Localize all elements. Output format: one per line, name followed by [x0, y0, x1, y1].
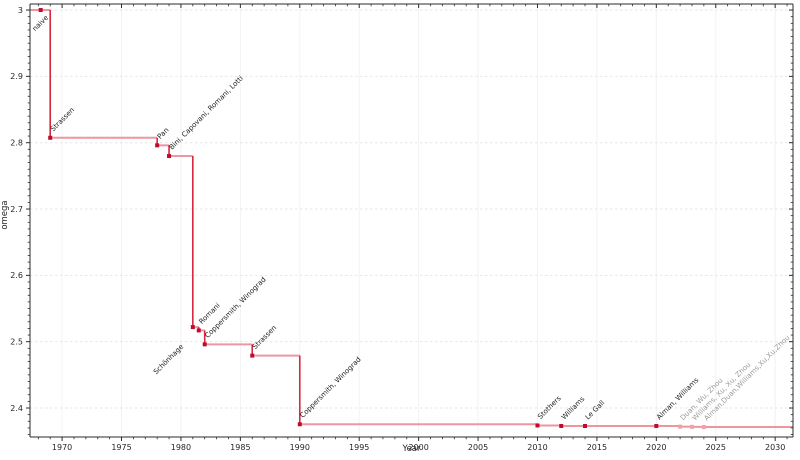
annotation-label: Stothers: [536, 394, 563, 421]
data-point-marker: [250, 353, 255, 358]
annotation-label: Strassen: [251, 324, 278, 351]
y-axis-label: omega: [0, 200, 10, 230]
data-point-marker: [48, 135, 53, 140]
x-tick-label: 1970: [52, 443, 72, 452]
data-point-marker: [535, 423, 540, 428]
x-tick-label: 2010: [527, 443, 547, 452]
y-tick-label: 2.7: [10, 205, 23, 214]
x-tick-label: 1990: [290, 443, 310, 452]
annotation-label: Coppersmith, Winograd: [299, 355, 363, 419]
data-point-marker: [689, 424, 694, 429]
data-point-marker: [202, 342, 207, 347]
x-tick-label: 1975: [111, 443, 131, 452]
annotation-label: Pan: [156, 126, 171, 141]
data-point-marker: [559, 423, 564, 428]
x-tick-label: 1995: [349, 443, 369, 452]
annotation-label: Williams, Xu, Xu, Zhou: [691, 361, 753, 423]
y-tick-label: 2.4: [10, 404, 23, 413]
data-point-marker: [167, 154, 172, 159]
x-tick-label: 2025: [706, 443, 726, 452]
data-point-marker: [196, 328, 201, 333]
data-point-marker: [701, 425, 706, 430]
data-point-marker: [155, 143, 160, 148]
y-tick-label: 2.5: [10, 337, 23, 346]
annotation-label: naive: [31, 14, 50, 33]
y-tick-label: 2.6: [10, 271, 23, 280]
x-tick-label: 2000: [408, 443, 428, 452]
y-tick-label: 2.9: [10, 72, 23, 81]
x-axis-label: Year: [402, 444, 421, 454]
x-tick-label: 1980: [171, 443, 191, 452]
data-point-marker: [654, 423, 659, 428]
annotation-label: Schönhage: [152, 343, 185, 376]
x-tick-label: 2005: [468, 443, 488, 452]
y-tick-label: 3: [18, 6, 23, 15]
data-point-marker: [38, 8, 43, 13]
x-tick-label: 2015: [587, 443, 607, 452]
x-tick-label: 2020: [646, 443, 666, 452]
y-tick-label: 2.8: [10, 138, 23, 147]
data-point-marker: [678, 424, 683, 429]
data-point-marker: [583, 423, 588, 428]
x-tick-label: 1985: [230, 443, 250, 452]
annotation-label: Williams: [560, 395, 587, 422]
annotation-label: Le Gall: [584, 399, 607, 422]
data-point-marker: [297, 422, 302, 427]
annotation-label: Bini, Capovani, Romani, Lotti: [168, 74, 245, 151]
data-point-marker: [190, 325, 195, 330]
x-tick-label: 2030: [765, 443, 785, 452]
